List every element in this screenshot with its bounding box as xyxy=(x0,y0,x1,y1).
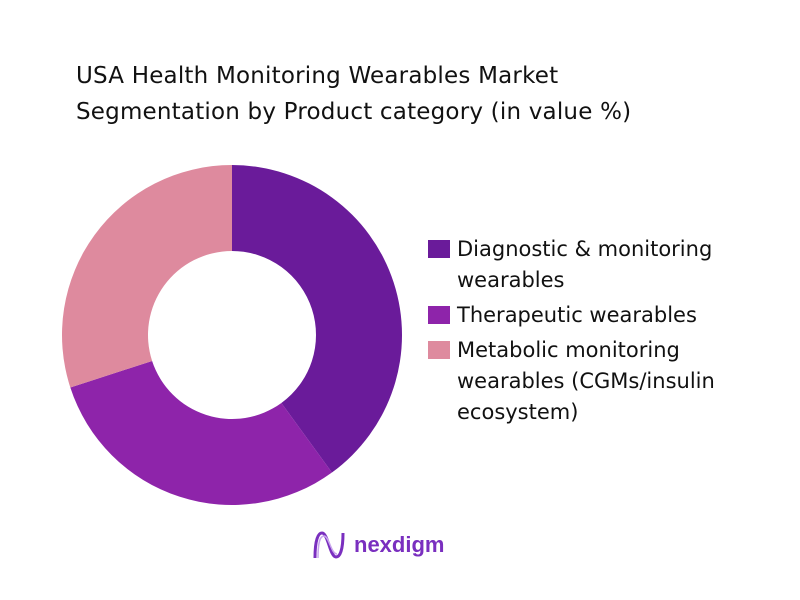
legend: Diagnostic & monitoring wearables Therap… xyxy=(428,234,788,432)
title-line-2: Segmentation by Product category (in val… xyxy=(76,99,632,125)
donut-slice-2 xyxy=(61,165,232,388)
brand-logo: nexdigm xyxy=(312,530,444,560)
donut-slice-0 xyxy=(232,165,403,473)
legend-item-therapeutic: Therapeutic wearables xyxy=(428,300,788,331)
legend-label: Metabolic monitoring wearables (CGMs/ins… xyxy=(457,338,715,424)
legend-swatch xyxy=(428,240,450,258)
legend-label: Therapeutic wearables xyxy=(457,303,697,327)
donut-slice-1 xyxy=(70,360,332,506)
chart-title: USA Health Monitoring Wearables Market S… xyxy=(76,58,631,130)
title-line-1: USA Health Monitoring Wearables Market xyxy=(76,63,559,89)
brand-name: nexdigm xyxy=(354,532,445,557)
nexdigm-wave-icon xyxy=(313,531,345,559)
legend-label: Diagnostic & monitoring wearables xyxy=(457,237,713,292)
legend-item-diagnostic: Diagnostic & monitoring wearables xyxy=(428,234,788,296)
legend-swatch xyxy=(428,341,450,359)
legend-swatch xyxy=(428,306,450,324)
legend-item-metabolic: Metabolic monitoring wearables (CGMs/ins… xyxy=(428,335,788,428)
